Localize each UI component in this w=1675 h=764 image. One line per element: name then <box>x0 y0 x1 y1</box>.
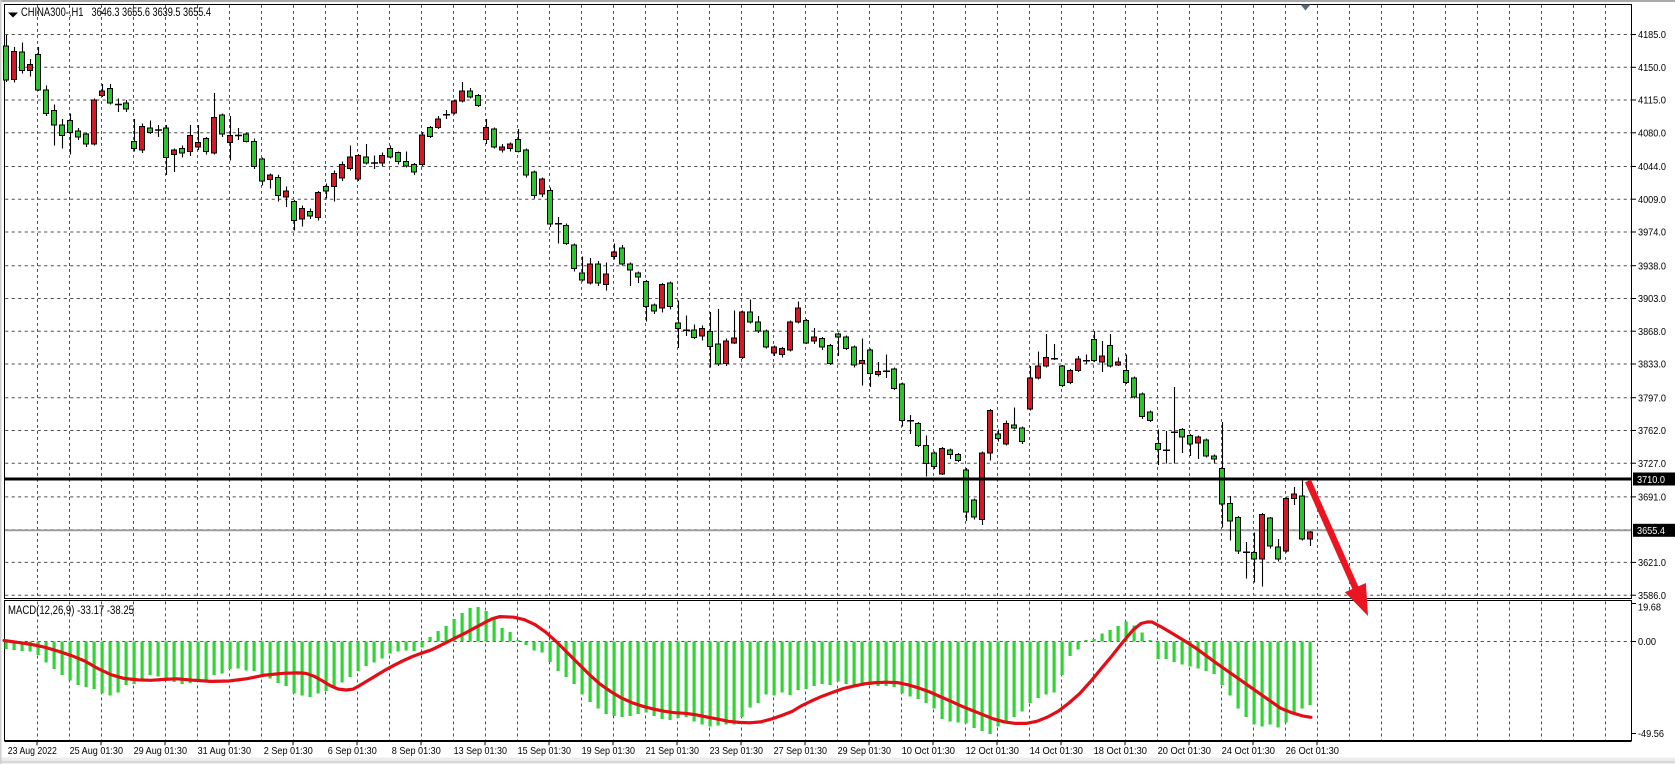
svg-text:3797.0: 3797.0 <box>1638 392 1666 404</box>
svg-text:15 Sep 01:30: 15 Sep 01:30 <box>518 745 572 757</box>
svg-text:21 Sep 01:30: 21 Sep 01:30 <box>646 745 700 757</box>
svg-text:3903.0: 3903.0 <box>1638 293 1666 305</box>
svg-text:13 Sep 01:30: 13 Sep 01:30 <box>454 745 508 757</box>
svg-text:23 Aug 2022: 23 Aug 2022 <box>8 745 57 757</box>
svg-text:25 Aug 01:30: 25 Aug 01:30 <box>70 745 124 757</box>
svg-text:4080.0: 4080.0 <box>1638 128 1666 140</box>
svg-text:2 Sep 01:30: 2 Sep 01:30 <box>264 745 313 757</box>
svg-text:26 Oct 01:30: 26 Oct 01:30 <box>1286 745 1340 757</box>
svg-text:CHINA300-,H1: CHINA300-,H1 <box>21 5 84 19</box>
svg-text:18 Oct 01:30: 18 Oct 01:30 <box>1094 745 1148 757</box>
svg-text:3586.0: 3586.0 <box>1638 590 1666 602</box>
svg-text:3833.0: 3833.0 <box>1638 359 1666 371</box>
svg-text:3762.0: 3762.0 <box>1638 425 1666 437</box>
svg-text:31 Aug 01:30: 31 Aug 01:30 <box>198 745 252 757</box>
svg-text:19 Sep 01:30: 19 Sep 01:30 <box>582 745 636 757</box>
svg-text:3621.0: 3621.0 <box>1638 557 1666 569</box>
svg-text:3938.0: 3938.0 <box>1638 260 1666 272</box>
svg-text:14 Oct 01:30: 14 Oct 01:30 <box>1030 745 1084 757</box>
svg-text:24 Oct 01:30: 24 Oct 01:30 <box>1222 745 1276 757</box>
svg-text:4009.0: 4009.0 <box>1638 194 1666 206</box>
svg-text:10 Oct 01:30: 10 Oct 01:30 <box>902 745 956 757</box>
svg-text:3646.3 3655.6 3639.5 3655.4: 3646.3 3655.6 3639.5 3655.4 <box>92 5 212 19</box>
svg-text:3710.0: 3710.0 <box>1637 474 1665 486</box>
svg-text:6 Sep 01:30: 6 Sep 01:30 <box>328 745 377 757</box>
svg-text:4115.0: 4115.0 <box>1638 95 1666 107</box>
svg-text:0.00: 0.00 <box>1638 636 1656 648</box>
svg-text:3727.0: 3727.0 <box>1638 458 1666 470</box>
svg-text:3974.0: 3974.0 <box>1638 227 1666 239</box>
svg-text:3655.4: 3655.4 <box>1637 525 1665 537</box>
svg-text:4185.0: 4185.0 <box>1638 29 1666 41</box>
svg-text:29 Aug 01:30: 29 Aug 01:30 <box>134 745 188 757</box>
svg-text:-49.56: -49.56 <box>1638 728 1664 740</box>
svg-text:MACD(12,26,9) -33.17 -38.25: MACD(12,26,9) -33.17 -38.25 <box>8 605 134 617</box>
svg-text:19.68: 19.68 <box>1638 602 1661 614</box>
svg-text:12 Oct 01:30: 12 Oct 01:30 <box>966 745 1020 757</box>
svg-text:4044.0: 4044.0 <box>1638 161 1666 173</box>
svg-text:8 Sep 01:30: 8 Sep 01:30 <box>392 745 441 757</box>
svg-text:20 Oct 01:30: 20 Oct 01:30 <box>1158 745 1212 757</box>
svg-text:3691.0: 3691.0 <box>1638 492 1666 504</box>
svg-text:27 Sep 01:30: 27 Sep 01:30 <box>774 745 828 757</box>
svg-text:29 Sep 01:30: 29 Sep 01:30 <box>838 745 892 757</box>
svg-text:3868.0: 3868.0 <box>1638 326 1666 338</box>
svg-text:23 Sep 01:30: 23 Sep 01:30 <box>710 745 764 757</box>
svg-text:4150.0: 4150.0 <box>1638 62 1666 74</box>
